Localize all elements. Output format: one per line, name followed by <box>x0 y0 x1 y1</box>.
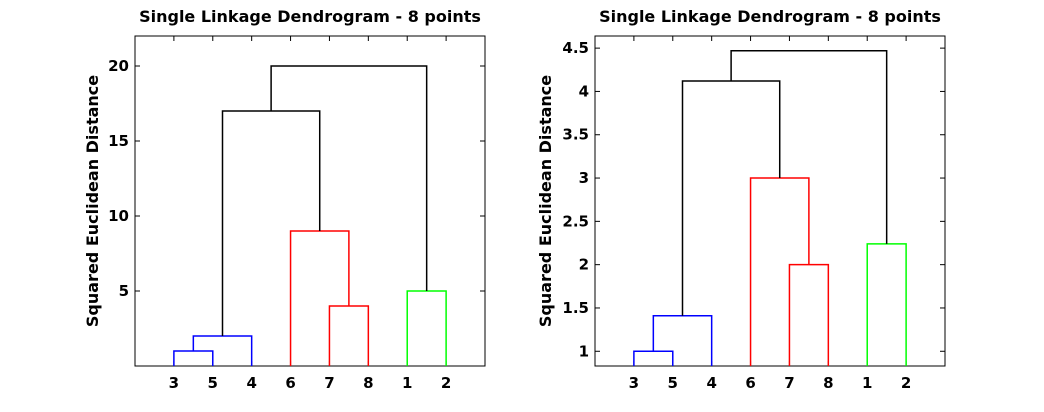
x-tick-label: 5 <box>668 374 678 392</box>
dendrogram-links <box>633 49 907 366</box>
dendrogram-link <box>866 243 907 366</box>
dendrogram-link <box>652 315 713 366</box>
dendrogram-link <box>749 177 810 366</box>
dendrogram-right: Single Linkage Dendrogram - 8 points Squ… <box>536 7 946 392</box>
chart-title: Single Linkage Dendrogram - 8 points <box>139 7 481 26</box>
dendrogram-link <box>633 350 674 366</box>
y-tick-label: 20 <box>108 57 129 75</box>
x-tick-label: 6 <box>285 374 295 392</box>
dendrogram-link <box>289 230 350 366</box>
x-tick-label: 3 <box>169 374 179 392</box>
y-tick-label: 4.5 <box>562 39 589 57</box>
x-tick-label: 2 <box>901 374 911 392</box>
dendrogram-link <box>221 110 321 336</box>
x-tick-label: 2 <box>441 374 451 392</box>
axes-frame <box>594 35 946 367</box>
x-tick-label: 8 <box>363 374 373 392</box>
x-tick-label: 7 <box>324 374 334 392</box>
axis-ticks: 3 5 4 6 7 8 1 2 5 10 15 20 <box>108 36 485 392</box>
axis-ticks: 3 5 4 6 7 8 1 2 1 1.5 2 2.5 3 3.5 4 4.5 <box>562 36 945 392</box>
y-axis-label: Squared Euclidean Distance <box>536 75 555 327</box>
x-tick-label: 1 <box>402 374 412 392</box>
y-tick-label: 2.5 <box>562 212 589 230</box>
dendrogram-link <box>730 49 888 244</box>
x-tick-label: 6 <box>745 374 755 392</box>
axes-frame <box>134 35 486 367</box>
y-tick-label: 15 <box>108 132 129 150</box>
dendrogram-link <box>788 263 830 366</box>
y-tick-label: 1 <box>579 342 589 360</box>
y-tick-label: 10 <box>108 207 129 225</box>
y-tick-label: 3 <box>579 169 589 187</box>
x-tick-label: 5 <box>208 374 218 392</box>
x-tick-label: 4 <box>706 374 716 392</box>
x-tick-label: 7 <box>784 374 794 392</box>
x-tick-label: 8 <box>823 374 833 392</box>
y-tick-label: 1.5 <box>562 299 589 317</box>
y-axis-label: Squared Euclidean Distance <box>83 75 102 327</box>
dendrogram-link <box>328 305 370 366</box>
y-tick-label: 4 <box>579 82 589 100</box>
dendrogram-link <box>173 350 214 366</box>
x-tick-label: 1 <box>862 374 872 392</box>
y-tick-label: 3.5 <box>562 126 589 144</box>
chart-title: Single Linkage Dendrogram - 8 points <box>599 7 941 26</box>
y-tick-label: 2 <box>579 256 589 274</box>
dendrogram-link <box>681 80 781 316</box>
dendrogram-link <box>270 65 428 291</box>
x-tick-label: 4 <box>246 374 256 392</box>
y-tick-label: 5 <box>119 282 129 300</box>
dendrogram-links <box>173 65 447 366</box>
dendrogram-left: Single Linkage Dendrogram - 8 points Squ… <box>83 7 486 392</box>
dendrogram-link <box>406 290 447 366</box>
x-tick-label: 3 <box>629 374 639 392</box>
